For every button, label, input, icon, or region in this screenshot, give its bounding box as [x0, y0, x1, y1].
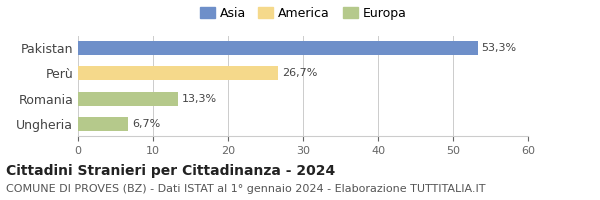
Bar — [78, 66, 278, 80]
Text: COMUNE DI PROVES (BZ) - Dati ISTAT al 1° gennaio 2024 - Elaborazione TUTTITALIA.: COMUNE DI PROVES (BZ) - Dati ISTAT al 1°… — [6, 184, 485, 194]
Text: 13,3%: 13,3% — [182, 94, 217, 104]
Bar — [78, 117, 128, 131]
Text: 6,7%: 6,7% — [132, 119, 160, 129]
Text: 26,7%: 26,7% — [282, 68, 317, 78]
Bar — [78, 92, 178, 106]
Legend: Asia, America, Europa: Asia, America, Europa — [197, 4, 409, 22]
Text: 53,3%: 53,3% — [482, 43, 517, 53]
Text: Cittadini Stranieri per Cittadinanza - 2024: Cittadini Stranieri per Cittadinanza - 2… — [6, 164, 335, 178]
Bar — [78, 41, 478, 55]
